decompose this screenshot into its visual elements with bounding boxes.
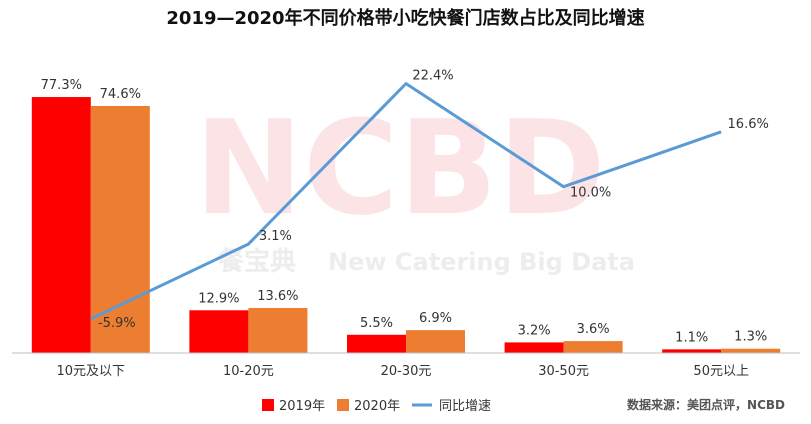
bar-data-label: 74.6% [100, 87, 141, 102]
x-tick-label: 30-50元 [538, 364, 589, 379]
bar-data-label: 5.5% [360, 316, 393, 331]
source-note: 数据来源：美团点评，NCBD [627, 398, 785, 412]
bar-2019年-20-30元 [347, 334, 406, 353]
line-data-label: -5.9% [98, 316, 136, 331]
line-data-label: 16.6% [728, 117, 769, 132]
bar-2020年-30-50元 [563, 341, 623, 353]
line-data-label: 10.0% [570, 186, 611, 201]
legend-label: 2019年 [279, 399, 325, 414]
bar-data-label: 3.2% [518, 323, 551, 338]
bar-data-label: 77.3% [41, 78, 82, 93]
watermark-chinese: 餐宝典 [218, 246, 296, 277]
legend-label: 同比增速 [439, 399, 491, 414]
bar-data-label: 6.9% [419, 311, 452, 326]
watermark-logo: NCBD [194, 92, 605, 244]
bar-2020年-20-30元 [406, 330, 465, 353]
bar-2019年-10-20元 [189, 310, 249, 353]
line-data-label: 3.1% [259, 229, 292, 244]
x-tick-label: 10-20元 [223, 364, 274, 379]
legend-label: 2020年 [354, 399, 400, 414]
legend-swatch [262, 399, 274, 411]
chart-title: 2019—2020年不同价格带小吃快餐门店数占比及同比增速 [166, 8, 645, 29]
x-tick-label: 50元以上 [693, 364, 749, 379]
x-tick-label: 10元及以下 [57, 364, 126, 379]
bar-2020年-50元以上 [721, 348, 781, 353]
watermark-english: New Catering Big Data [328, 248, 635, 276]
bar-2019年-10元及以下 [31, 97, 91, 353]
line-data-label: 22.4% [412, 69, 453, 84]
bar-data-label: 1.3% [734, 330, 767, 345]
bar-2019年-50元以上 [662, 349, 722, 353]
bar-2020年-10元及以下 [90, 105, 150, 353]
bar-data-label: 1.1% [675, 330, 708, 345]
bar-data-label: 12.9% [198, 291, 239, 306]
growth-rate-line [90, 82, 722, 321]
bar-data-label: 13.6% [257, 289, 298, 304]
legend-swatch [337, 399, 349, 411]
bar-data-label: 3.6% [577, 322, 610, 337]
x-tick-label: 20-30元 [381, 364, 432, 379]
bar-2019年-30-50元 [504, 342, 564, 353]
bar-2020年-10-20元 [248, 307, 308, 353]
